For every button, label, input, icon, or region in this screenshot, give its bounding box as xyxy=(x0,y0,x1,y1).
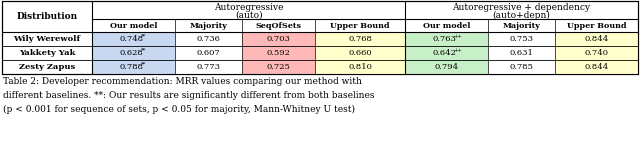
Text: Wily Werewolf: Wily Werewolf xyxy=(13,35,81,43)
Text: 0.736: 0.736 xyxy=(196,35,221,43)
Bar xyxy=(175,46,243,60)
Bar xyxy=(488,32,556,46)
Text: **: ** xyxy=(140,47,146,53)
Text: 0.785: 0.785 xyxy=(509,63,534,71)
Text: 0.725: 0.725 xyxy=(267,63,291,71)
Bar xyxy=(488,46,556,60)
Text: Majority: Majority xyxy=(189,21,227,29)
Text: 0.810: 0.810 xyxy=(348,63,372,71)
Bar xyxy=(243,60,315,74)
Bar xyxy=(2,1,638,74)
Text: Upper Bound: Upper Bound xyxy=(330,21,390,29)
Bar xyxy=(243,46,315,60)
Text: ++: ++ xyxy=(454,33,462,39)
Text: 0.763: 0.763 xyxy=(433,35,456,43)
Bar xyxy=(92,60,175,74)
Text: 0.740: 0.740 xyxy=(585,49,609,57)
Bar xyxy=(556,60,638,74)
Text: 0.768: 0.768 xyxy=(348,35,372,43)
Text: Majority: Majority xyxy=(502,21,541,29)
Text: Our model: Our model xyxy=(423,21,470,29)
Bar xyxy=(405,32,488,46)
Bar xyxy=(405,60,488,74)
Text: 0.607: 0.607 xyxy=(196,49,220,57)
Text: 0.748: 0.748 xyxy=(120,35,143,43)
Text: 0.844: 0.844 xyxy=(584,35,609,43)
Bar xyxy=(488,60,556,74)
Text: ++: ++ xyxy=(454,47,462,53)
Text: 0.642: 0.642 xyxy=(433,49,456,57)
Text: (auto+depn): (auto+depn) xyxy=(493,10,550,20)
Text: 0.773: 0.773 xyxy=(196,63,221,71)
Text: 0.753: 0.753 xyxy=(509,35,534,43)
Text: Upper Bound: Upper Bound xyxy=(567,21,627,29)
Text: 0.794: 0.794 xyxy=(435,63,458,71)
Text: **: ** xyxy=(140,61,146,66)
Bar xyxy=(92,46,175,60)
Bar xyxy=(92,32,175,46)
Text: Our model: Our model xyxy=(110,21,157,29)
Bar xyxy=(315,60,405,74)
Bar xyxy=(556,32,638,46)
Bar xyxy=(315,32,405,46)
Text: Autoregressive + dependency: Autoregressive + dependency xyxy=(452,2,591,12)
Text: Table 2: Developer recommendation: MRR values comparing our method with: Table 2: Developer recommendation: MRR v… xyxy=(3,77,362,86)
Bar xyxy=(175,32,243,46)
Text: 0.631: 0.631 xyxy=(509,49,534,57)
Text: different baselines. **: Our results are significantly different from both basel: different baselines. **: Our results are… xyxy=(3,91,374,100)
Text: 0.628: 0.628 xyxy=(120,49,143,57)
Text: 0.703: 0.703 xyxy=(267,35,291,43)
Text: 0.844: 0.844 xyxy=(584,63,609,71)
Bar xyxy=(315,46,405,60)
Text: Yakkety Yak: Yakkety Yak xyxy=(19,49,76,57)
Text: (auto): (auto) xyxy=(235,11,262,20)
Text: SeqOfSets: SeqOfSets xyxy=(256,21,301,29)
Text: 0.660: 0.660 xyxy=(348,49,372,57)
Text: Zesty Zapus: Zesty Zapus xyxy=(19,63,75,71)
Text: **: ** xyxy=(140,33,146,39)
Text: Distribution: Distribution xyxy=(17,12,77,21)
Bar xyxy=(243,32,315,46)
Bar xyxy=(556,46,638,60)
Text: 0.788: 0.788 xyxy=(120,63,143,71)
Text: Autoregressive: Autoregressive xyxy=(214,2,284,12)
Bar xyxy=(175,60,243,74)
Bar xyxy=(405,46,488,60)
Text: (p < 0.001 for sequence of sets, p < 0.05 for majority, Mann-Whitney U test): (p < 0.001 for sequence of sets, p < 0.0… xyxy=(3,105,355,114)
Text: 0.592: 0.592 xyxy=(267,49,291,57)
